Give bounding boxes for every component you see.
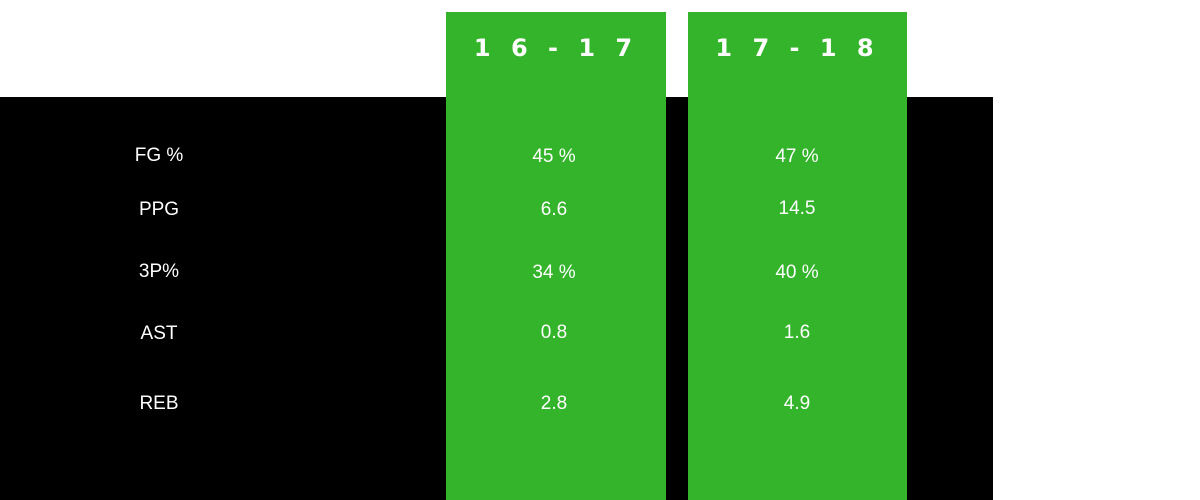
cell-3p-pct-1617: 34 % [532,262,576,283]
cell-ppg-1617: 6.6 [540,199,568,220]
cell-3p-pct-1718: 40 % [775,262,819,283]
row-label-ast: AST [140,323,178,344]
cell-fg-pct-1617: 45 % [532,146,576,167]
row-label-fg-pct: FG % [134,145,184,166]
season-header: 1 7 - 1 8 [715,34,880,62]
season-column-1: 1 6 - 1 7 [446,12,666,500]
cell-reb-1718: 4.9 [783,393,811,414]
season-column-2: 1 7 - 1 8 [688,12,907,500]
cell-ppg-1718: 14.5 [778,198,816,219]
cell-fg-pct-1718: 47 % [775,146,819,167]
cell-ast-1718: 1.6 [783,322,811,343]
row-label-3p-pct: 3P% [138,261,180,282]
season-header: 1 6 - 1 7 [473,34,639,62]
row-label-ppg: PPG [138,199,180,220]
row-label-reb: REB [139,393,179,414]
cell-reb-1617: 2.8 [540,393,568,414]
cell-ast-1617: 0.8 [540,322,568,343]
